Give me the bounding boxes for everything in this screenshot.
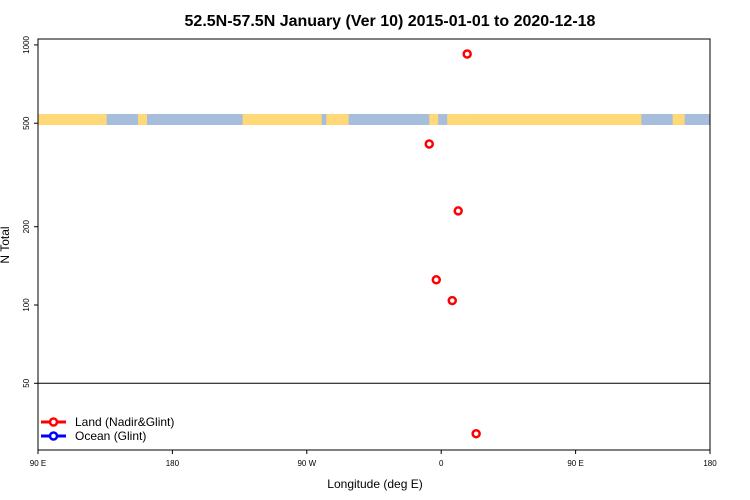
legend: Land (Nadir&Glint) Ocean (Glint) <box>41 415 174 443</box>
data-points <box>424 49 481 439</box>
y-axis-label: N Total <box>0 226 12 263</box>
chart-title: 52.5N-57.5N January (Ver 10) 2015-01-01 … <box>185 13 596 30</box>
x-tick-label: 90 W <box>297 459 316 468</box>
legend-land-label: Land (Nadir&Glint) <box>75 415 174 429</box>
data-point <box>462 49 472 59</box>
x-tick-label: 90 E <box>30 459 46 468</box>
x-tick-label: 0 <box>439 459 444 468</box>
y-tick-label: 50 <box>22 378 31 387</box>
data-point <box>453 206 463 216</box>
y-tick-label: 1000 <box>22 35 31 53</box>
land-segment <box>447 114 473 125</box>
legend-ocean-marker <box>48 431 59 441</box>
x-tick-label: 180 <box>703 459 717 468</box>
legend-land-marker <box>48 417 59 427</box>
land-segment <box>429 114 439 125</box>
y-axis: 50 100 200 500 1000 <box>22 35 38 388</box>
x-axis-label: Longitude (deg E) <box>327 477 422 491</box>
land-segment <box>326 114 349 125</box>
land-segment <box>472 114 642 125</box>
land-segment <box>242 114 322 125</box>
legend-ocean-label: Ocean (Glint) <box>75 429 146 443</box>
x-tick-label: 180 <box>166 459 180 468</box>
data-point <box>424 139 435 149</box>
data-point <box>431 275 442 285</box>
y-tick-label: 100 <box>22 298 31 312</box>
y-tick-label: 500 <box>22 116 31 130</box>
x-axis: 90 E 180 90 W 0 90 E 180 <box>30 450 717 468</box>
land-segment <box>38 114 107 125</box>
land-segment <box>138 114 148 125</box>
land-segment <box>672 114 685 125</box>
y-tick-label: 200 <box>22 220 31 234</box>
plot-frame <box>37 38 711 451</box>
data-point <box>471 428 481 439</box>
land-ocean-strip <box>38 114 710 125</box>
ocean-band <box>38 114 710 125</box>
x-tick-label: 90 E <box>567 459 583 468</box>
data-point <box>447 295 458 306</box>
